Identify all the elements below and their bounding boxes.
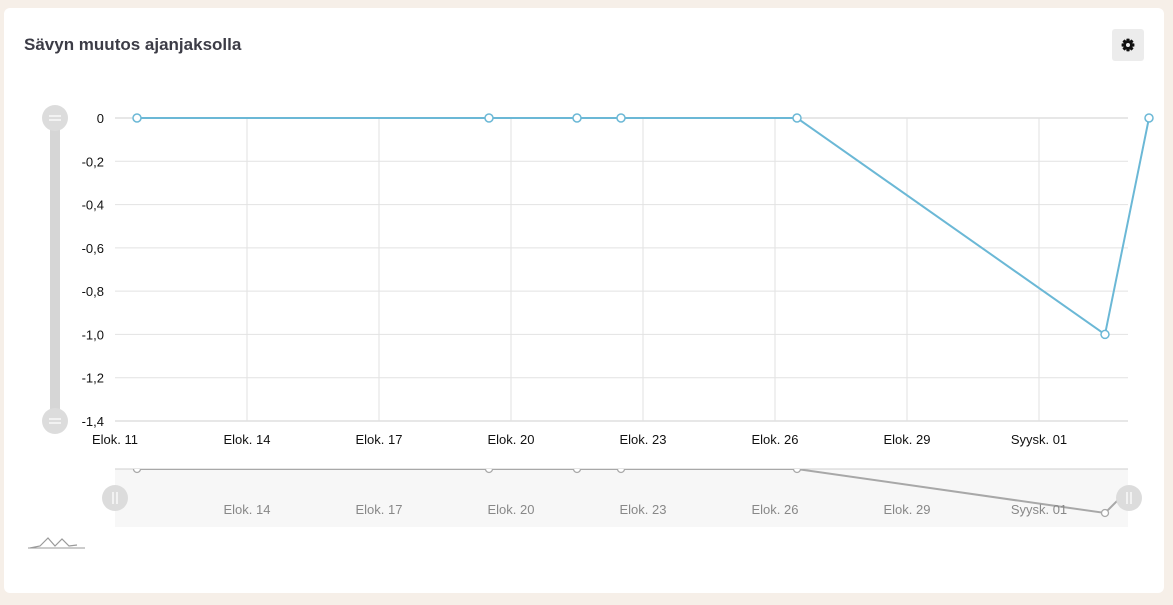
navigator-tick-label: Syysk. 01 — [1011, 502, 1067, 517]
y-range-slider[interactable] — [42, 105, 68, 434]
navigator-data-point — [792, 469, 802, 474]
y-tick-label: -0,2 — [82, 154, 104, 169]
x-axis: Elok. 11 Elok. 14 Elok. 17 Elok. 20 Elok. 23… — [92, 432, 1067, 447]
x-tick-label: Elok. 11 — [92, 432, 138, 447]
x-tick-label: Syysk. 01 — [1011, 432, 1067, 447]
grid — [115, 117, 1128, 422]
area-chart-icon[interactable] — [28, 537, 85, 549]
navigator-background — [115, 469, 1128, 527]
data-point[interactable] — [792, 113, 802, 123]
y-tick-label: 0 — [97, 111, 104, 126]
y-tick-label: -1,2 — [82, 371, 104, 386]
x-tick-label: Elok. 29 — [884, 432, 931, 447]
navigator[interactable]: Elok. 14 Elok. 17 Elok. 20 Elok. 23 Elok. 26… — [102, 466, 1153, 528]
navigator-tick-label: Elok. 17 — [356, 502, 403, 517]
navigator-data-point — [1100, 508, 1110, 518]
navigator-data-point — [484, 469, 494, 474]
y-slider-handle[interactable] — [42, 105, 68, 131]
navigator-handle[interactable] — [102, 485, 128, 511]
x-tick-label: Elok. 20 — [488, 432, 535, 447]
navigator-tick-label: Elok. 23 — [620, 502, 667, 517]
data-point[interactable] — [572, 113, 582, 123]
navigator-data-point — [1146, 466, 1153, 473]
navigator-handle[interactable] — [1116, 485, 1142, 511]
gear-icon — [1121, 38, 1135, 52]
data-point[interactable] — [132, 113, 142, 123]
card-title: Sävyn muutos ajanjaksolla — [24, 35, 242, 54]
data-point[interactable] — [616, 113, 626, 123]
y-tick-label: -0,6 — [82, 241, 104, 256]
x-tick-label: Elok. 23 — [620, 432, 667, 447]
navigator-tick-label: Elok. 26 — [752, 502, 799, 517]
navigator-data-point — [572, 469, 582, 474]
settings-button[interactable] — [1112, 29, 1144, 61]
y-tick-label: -1,4 — [82, 414, 104, 429]
y-slider-track[interactable] — [50, 118, 60, 421]
series-layer — [132, 113, 1154, 340]
navigator-tick-label: Elok. 29 — [884, 502, 931, 517]
x-tick-label: Elok. 17 — [356, 432, 403, 447]
navigator-tick-label: Elok. 14 — [224, 502, 271, 517]
x-tick-label: Elok. 26 — [752, 432, 799, 447]
y-slider-handle[interactable] — [42, 408, 68, 434]
x-tick-label: Elok. 14 — [224, 432, 271, 447]
data-point[interactable] — [1144, 113, 1154, 123]
y-tick-label: -1,0 — [82, 327, 104, 342]
data-point[interactable] — [484, 113, 494, 123]
y-tick-label: -0,8 — [82, 284, 104, 299]
y-tick-label: -0,4 — [82, 198, 104, 213]
navigator-tick-label: Elok. 20 — [488, 502, 535, 517]
data-point[interactable] — [1100, 329, 1110, 340]
navigator-data-point — [132, 469, 142, 474]
navigator-data-point — [616, 469, 626, 474]
y-axis: 0 -0,2 -0,4 -0,6 -0,8 -1,0 -1,2 -1,4 — [82, 111, 104, 429]
